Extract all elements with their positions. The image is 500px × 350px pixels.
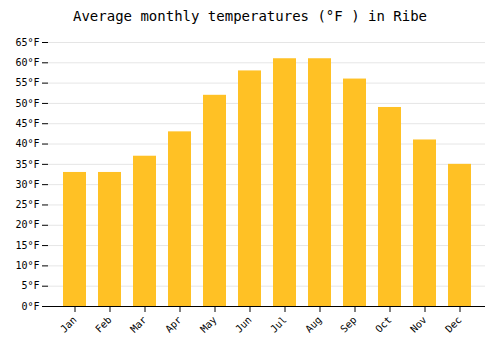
svg-text:60°F: 60°F (15, 57, 39, 68)
svg-text:40°F: 40°F (15, 138, 39, 149)
svg-text:Feb: Feb (93, 314, 114, 335)
svg-text:May: May (198, 314, 219, 335)
svg-text:Sep: Sep (338, 314, 359, 335)
svg-text:Oct: Oct (373, 314, 394, 335)
svg-text:Jun: Jun (233, 314, 254, 335)
svg-text:50°F: 50°F (15, 98, 39, 109)
svg-text:25°F: 25°F (15, 199, 39, 210)
svg-text:20°F: 20°F (15, 219, 39, 230)
svg-text:Apr: Apr (163, 314, 184, 335)
svg-text:30°F: 30°F (15, 179, 39, 190)
svg-text:Jul: Jul (268, 314, 289, 335)
svg-text:0°F: 0°F (21, 301, 39, 312)
svg-text:45°F: 45°F (15, 118, 39, 129)
svg-text:Aug: Aug (303, 314, 324, 335)
svg-text:55°F: 55°F (15, 77, 39, 88)
svg-text:10°F: 10°F (15, 260, 39, 271)
svg-text:Mar: Mar (128, 314, 149, 335)
svg-text:Jan: Jan (58, 314, 79, 335)
svg-text:65°F: 65°F (15, 37, 39, 48)
html-text:Average monthly temperatures (: Average monthly temperatures (°F ) in Ri… (73, 8, 427, 24)
svg-text:Nov: Nov (408, 314, 429, 335)
svg-text:15°F: 15°F (15, 240, 39, 251)
svg-text:Dec: Dec (443, 314, 464, 335)
svg-text:35°F: 35°F (15, 159, 39, 170)
svg-text:5°F: 5°F (21, 280, 39, 291)
